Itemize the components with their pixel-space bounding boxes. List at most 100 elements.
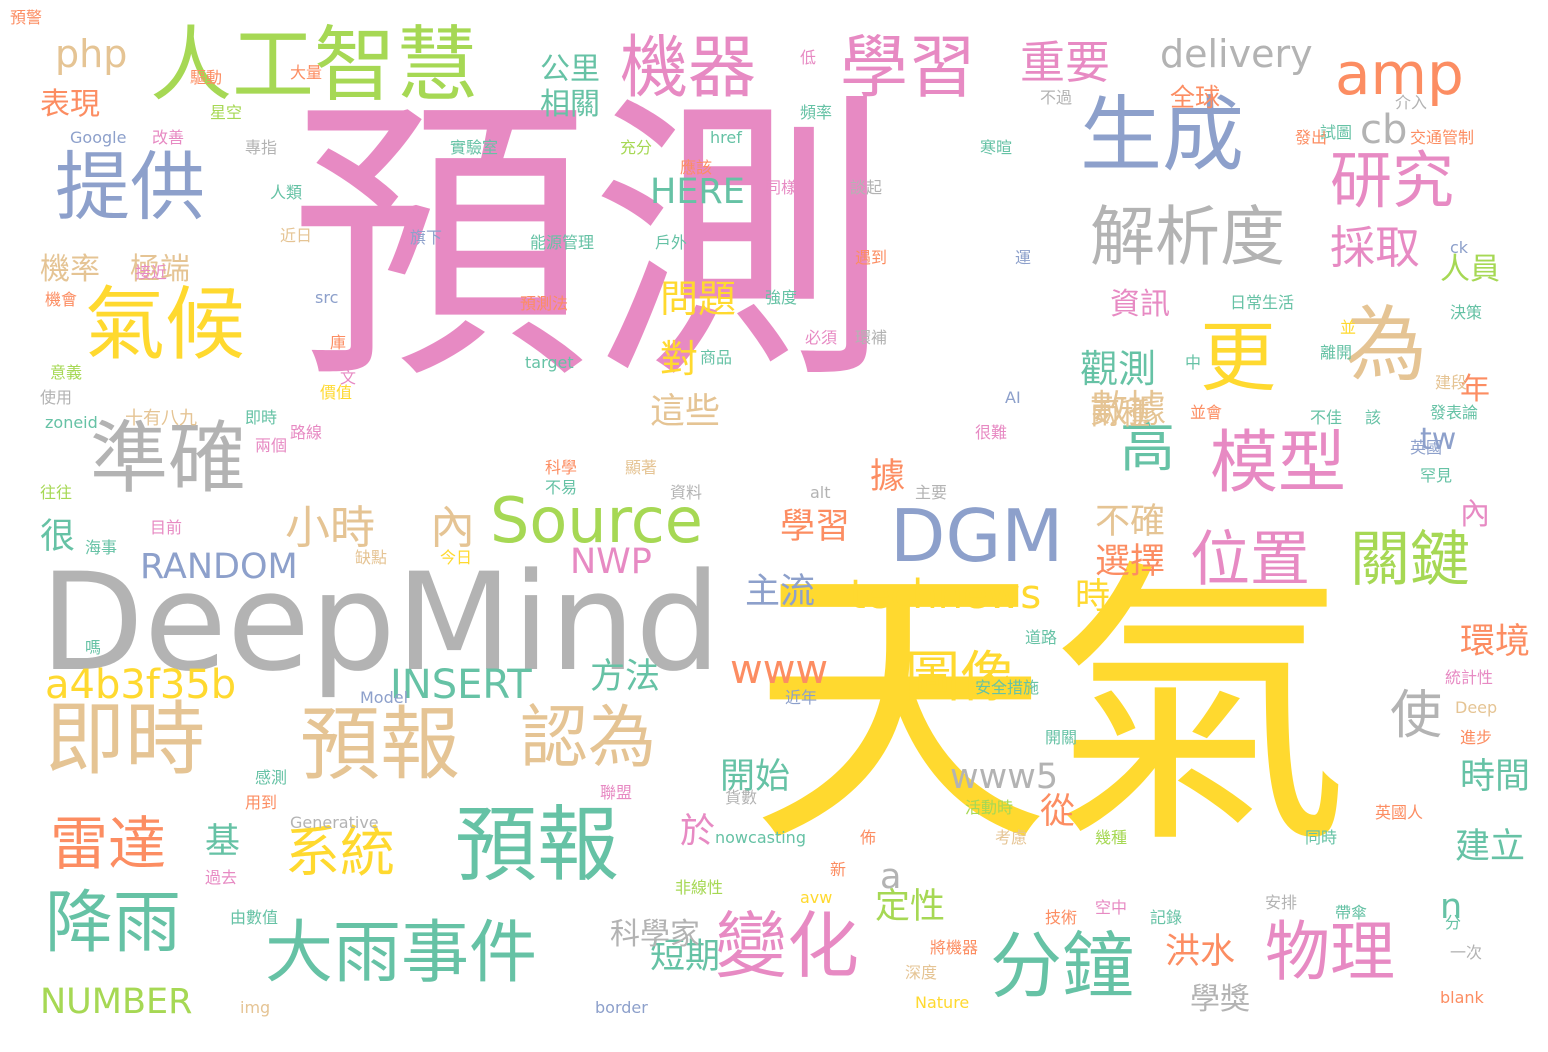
word-29: 降雨 (45, 884, 182, 963)
word-24: 高 (1120, 415, 1176, 479)
word-149: 並會 (1190, 403, 1223, 422)
word-54: 觀測 (1080, 347, 1157, 391)
word-35: 內 (430, 501, 476, 554)
word-135: 介入 (1395, 93, 1428, 112)
word-177: nowcasting (715, 828, 806, 847)
word-132: 商品 (700, 348, 733, 367)
word-91: 專指 (245, 138, 278, 157)
word-152: 發表論 (1430, 403, 1479, 422)
word-115: 星空 (210, 103, 243, 122)
word-197: border (595, 998, 648, 1017)
word-114: 大量 (290, 63, 323, 82)
word-38: www5 (950, 757, 1059, 797)
word-125: 戶外 (655, 233, 688, 252)
word-183: 過去 (205, 868, 238, 887)
word-133: href (710, 128, 742, 147)
word-148: AI (1005, 388, 1021, 407)
word-127: 強度 (765, 288, 798, 307)
word-51: 採取 (1330, 221, 1421, 274)
word-150: 不佳 (1310, 408, 1343, 427)
word-13: 認為 (520, 699, 657, 778)
word-173: 貨數 (725, 788, 758, 807)
word-19: 研究 (1330, 144, 1455, 217)
word-176: Generative (290, 813, 379, 832)
word-89: Google (70, 128, 127, 147)
word-200: 預警 (10, 8, 43, 27)
word-58: 對 (660, 337, 699, 381)
word-194: 深度 (905, 963, 938, 982)
word-12: 預報 (300, 698, 460, 791)
word-43: NUMBER (40, 982, 193, 1022)
word-59: 這些 (650, 392, 721, 432)
word-157: 顯著 (625, 458, 658, 477)
word-26: 分鐘 (990, 924, 1135, 1008)
word-95: 機會 (45, 290, 78, 309)
word-18: 為 (1345, 298, 1428, 393)
word-21: Source (490, 484, 703, 557)
word-1: 天氣 (750, 535, 1350, 884)
word-106: 兩個 (255, 436, 288, 455)
word-34: 小時 (285, 501, 376, 554)
word-151: 該 (1365, 408, 1382, 427)
word-143: 決策 (1450, 303, 1483, 322)
word-103: src (315, 288, 339, 307)
word-185: avw (800, 888, 833, 907)
word-86: 內 (1460, 497, 1490, 532)
word-158: 不易 (545, 478, 578, 497)
word-48: 相關 (540, 87, 600, 122)
word-22: 位置 (1190, 525, 1310, 595)
word-186: 由數值 (230, 908, 279, 927)
word-84: 據 (870, 457, 906, 497)
word-14: 預報 (455, 798, 620, 893)
word-101: 路線 (290, 423, 323, 442)
word-57: 問題 (660, 277, 737, 321)
word-97: 使用 (40, 388, 73, 407)
word-124: 能源管理 (530, 233, 595, 252)
word-62: 機率 (40, 252, 100, 287)
word-15: DGM (890, 494, 1064, 578)
word-77: 短期 (650, 937, 721, 977)
word-178: 考慮 (995, 828, 1028, 847)
word-119: 充分 (620, 138, 653, 157)
word-198: Nature (915, 993, 970, 1012)
word-170: 感測 (255, 768, 288, 787)
word-120: 應該 (680, 158, 713, 177)
word-93: 近日 (280, 226, 313, 245)
word-100: 即時 (245, 408, 278, 427)
word-79: 學獎 (1190, 982, 1250, 1017)
word-40: INSERT (390, 662, 532, 708)
word-6: 生成 (1080, 88, 1245, 183)
word-0: 預測 (290, 70, 890, 419)
word-190: 安排 (1265, 893, 1298, 912)
word-102: 價值 (320, 383, 353, 402)
word-71: 開始 (720, 757, 791, 797)
word-20: 解析度 (1090, 200, 1286, 275)
word-195: 一次 (1450, 943, 1483, 962)
word-47: 公里 (540, 52, 600, 87)
word-53: 資訊 (1110, 287, 1170, 322)
word-63: 極端 (130, 252, 190, 287)
word-94: 接近 (135, 263, 168, 282)
word-111: 缺點 (355, 548, 388, 567)
word-28: 大雨事件 (265, 914, 538, 993)
word-41: RANDOM (140, 547, 298, 587)
word-65: 不確 (1095, 502, 1166, 542)
word-70: 方法 (590, 657, 661, 697)
word-73: 從 (1040, 792, 1076, 832)
word-87: 很 (40, 517, 76, 557)
word-7: amp (1335, 40, 1464, 108)
word-83: n (1440, 887, 1463, 927)
word-99: 十有八九 (125, 408, 197, 429)
word-33: 使 (1390, 686, 1443, 746)
word-154: 英國 (1410, 438, 1443, 457)
word-118: 實驗室 (450, 138, 499, 157)
word-184: 非線性 (675, 878, 724, 897)
word-141: 運 (1015, 248, 1032, 267)
word-4: 機器 (620, 29, 757, 108)
word-139: 寒暄 (980, 138, 1013, 157)
word-153: 很難 (975, 423, 1008, 442)
word-27: 物理 (1265, 915, 1396, 990)
word-55: 數據 (1090, 387, 1167, 431)
word-5: 學習 (840, 29, 977, 108)
